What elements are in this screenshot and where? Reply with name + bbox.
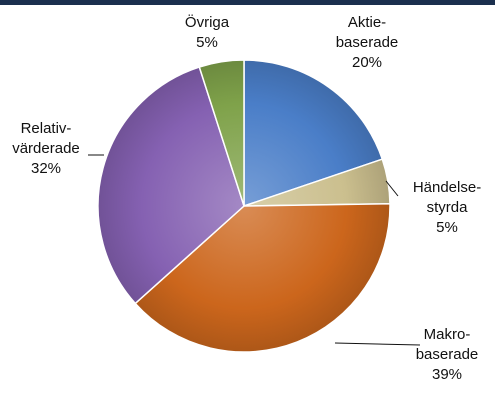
- data-label-händelse: Händelse-styrda 5%: [413, 179, 481, 236]
- data-label-makro: Makro-baserade 39%: [416, 326, 479, 383]
- data-label-relativ: Relativ-värderade 32%: [12, 120, 80, 177]
- pie-slice-aktie: [243, 59, 384, 207]
- data-label-aktie: Aktie-baserade 20%: [336, 14, 399, 71]
- leader-line-makro: [334, 342, 421, 346]
- pie-slice-makro: [134, 202, 391, 353]
- pie-slice-övriga: [198, 59, 245, 207]
- leader-line-händelse: [385, 180, 399, 197]
- data-label-övriga: Övriga 5%: [185, 13, 230, 51]
- top-border: [0, 0, 495, 5]
- pie-slice-relativ: [97, 66, 245, 305]
